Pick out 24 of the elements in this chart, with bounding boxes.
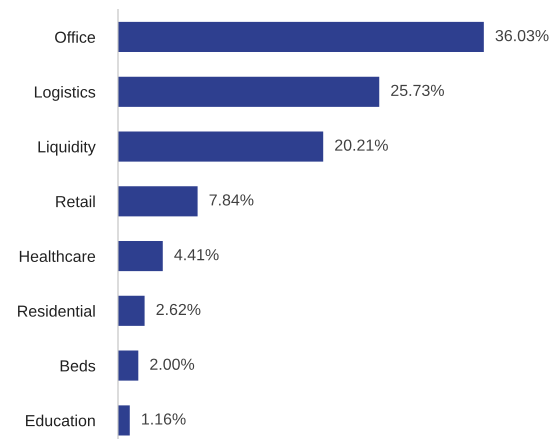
data-label: 2.62% <box>156 304 200 316</box>
y-tick-label: Beds <box>60 360 96 372</box>
bar <box>118 405 130 436</box>
y-tick-label: Liquidity <box>38 140 96 156</box>
bar <box>118 76 380 107</box>
data-label: 1.16% <box>142 413 186 425</box>
y-tick-label: Retail <box>56 196 95 208</box>
bar <box>118 350 138 381</box>
data-label: 20.21% <box>335 140 388 151</box>
data-label: 2.00% <box>150 358 194 370</box>
data-label: 4.41% <box>174 249 219 260</box>
data-label: 25.73% <box>391 84 444 96</box>
data-label: 36.03% <box>496 30 549 42</box>
y-tick-label: Logistics <box>34 86 96 101</box>
bar <box>118 22 484 52</box>
y-tick-label: Office <box>55 31 96 43</box>
y-tick-label: Residential <box>18 305 95 317</box>
data-label: 7.84% <box>210 194 254 206</box>
bar <box>118 296 145 326</box>
y-tick-label: Healthcare <box>20 250 96 262</box>
bar <box>118 241 163 272</box>
bar <box>118 131 324 162</box>
bar <box>118 186 198 216</box>
y-tick-label: Education <box>26 414 95 426</box>
